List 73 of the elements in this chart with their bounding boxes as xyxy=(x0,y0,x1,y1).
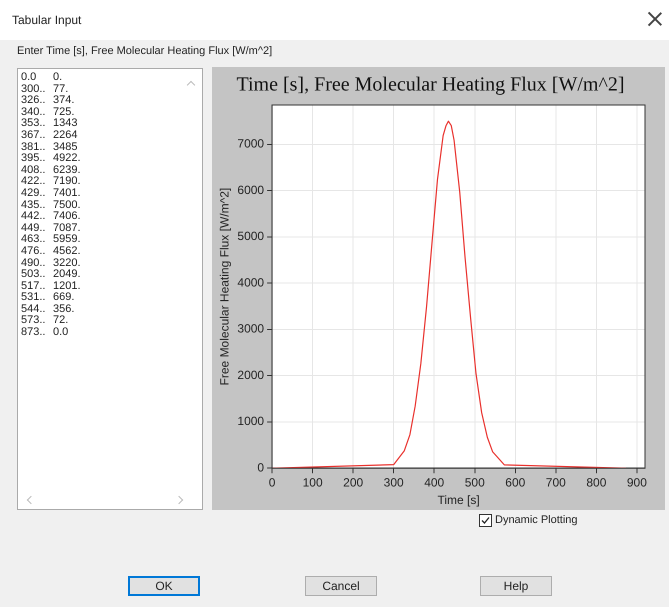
text: 395.. xyxy=(21,152,46,165)
text: 367.. xyxy=(21,128,46,142)
text: 374. xyxy=(53,94,74,107)
text: 0.0 xyxy=(53,326,68,339)
x-tick-label: 300 xyxy=(384,476,404,490)
text: 7500. xyxy=(53,198,81,211)
y-tick-label: 5000 xyxy=(237,229,264,244)
y-tick-label: 7000 xyxy=(237,136,264,151)
text: 725. xyxy=(53,106,74,118)
text: Enter Time [s], Free Molecular Heating Flux [W/m^2] xyxy=(17,45,272,57)
y-tick-label: 6000 xyxy=(237,182,264,197)
text: 5959. xyxy=(53,233,81,246)
text: OK xyxy=(128,576,200,596)
y-axis-title: Free Molecular Heating Flux [W/m^2] xyxy=(218,188,232,386)
text: 4922. xyxy=(53,152,81,165)
x-tick-label: 500 xyxy=(464,476,486,490)
x-tick-label: 0 xyxy=(268,476,276,490)
text: 544.. xyxy=(21,302,46,315)
y-tick-label: 3000 xyxy=(237,322,264,336)
text: 0. xyxy=(53,71,62,84)
text: 340.. xyxy=(21,106,46,118)
text: 3220. xyxy=(53,256,81,269)
x-tick-label: 800 xyxy=(586,476,607,490)
text: 873.. xyxy=(21,326,46,339)
text: 7406. xyxy=(53,210,81,223)
text: 476.. xyxy=(21,244,46,258)
text: 4562. xyxy=(53,244,81,258)
text: 356. xyxy=(53,302,74,315)
text: Help xyxy=(480,576,552,596)
text: 6239. xyxy=(53,164,81,176)
text: 463.. xyxy=(21,233,46,246)
text: 2049. xyxy=(53,268,81,281)
text: 300.. xyxy=(21,82,46,95)
text: 381.. xyxy=(21,140,46,153)
text: Tabular Input xyxy=(12,13,82,27)
text: 449.. xyxy=(21,222,46,234)
text: 442.. xyxy=(21,210,46,223)
y-tick-label: 1000 xyxy=(237,414,264,428)
y-tick-label: 0 xyxy=(257,460,264,475)
text: 77. xyxy=(53,82,68,95)
text: 326.. xyxy=(21,94,46,107)
text: 408.. xyxy=(21,164,46,176)
x-tick-label: 700 xyxy=(546,476,566,490)
text: 669. xyxy=(53,291,74,304)
text: 0.0 xyxy=(21,71,38,84)
text: Cancel xyxy=(305,576,377,596)
x-axis-title: Time [s] xyxy=(437,493,480,508)
x-tick-label: 600 xyxy=(505,476,526,490)
text: 503.. xyxy=(21,268,46,281)
text: 435.. xyxy=(21,198,46,211)
text: 517.. xyxy=(21,280,46,292)
y-tick-label: 4000 xyxy=(237,275,264,290)
text: 353.. xyxy=(21,117,46,130)
text: 531.. xyxy=(21,291,46,304)
text: 1201. xyxy=(53,280,81,292)
text: 2264 xyxy=(53,128,78,142)
text: 1343 xyxy=(53,117,78,130)
x-tick-label: 900 xyxy=(626,476,648,490)
y-tick-label: 2000 xyxy=(237,368,264,382)
text: 429.. xyxy=(21,186,46,200)
text: 422.. xyxy=(21,175,46,188)
text: 3485 xyxy=(53,140,78,153)
text: 7190. xyxy=(53,175,81,188)
text: Dynamic Plotting xyxy=(495,514,578,526)
x-tick-label: 200 xyxy=(343,476,364,490)
x-tick-label: 100 xyxy=(302,476,323,490)
text: 7401. xyxy=(53,186,81,200)
text: 490.. xyxy=(21,256,46,269)
chart-title: Time [s], Free Molecular Heating Flux [W/m^2] xyxy=(236,73,625,96)
x-tick-label: 400 xyxy=(424,476,445,490)
text: 7087. xyxy=(53,222,81,234)
text: 72. xyxy=(53,314,68,327)
text: 573.. xyxy=(21,314,46,327)
